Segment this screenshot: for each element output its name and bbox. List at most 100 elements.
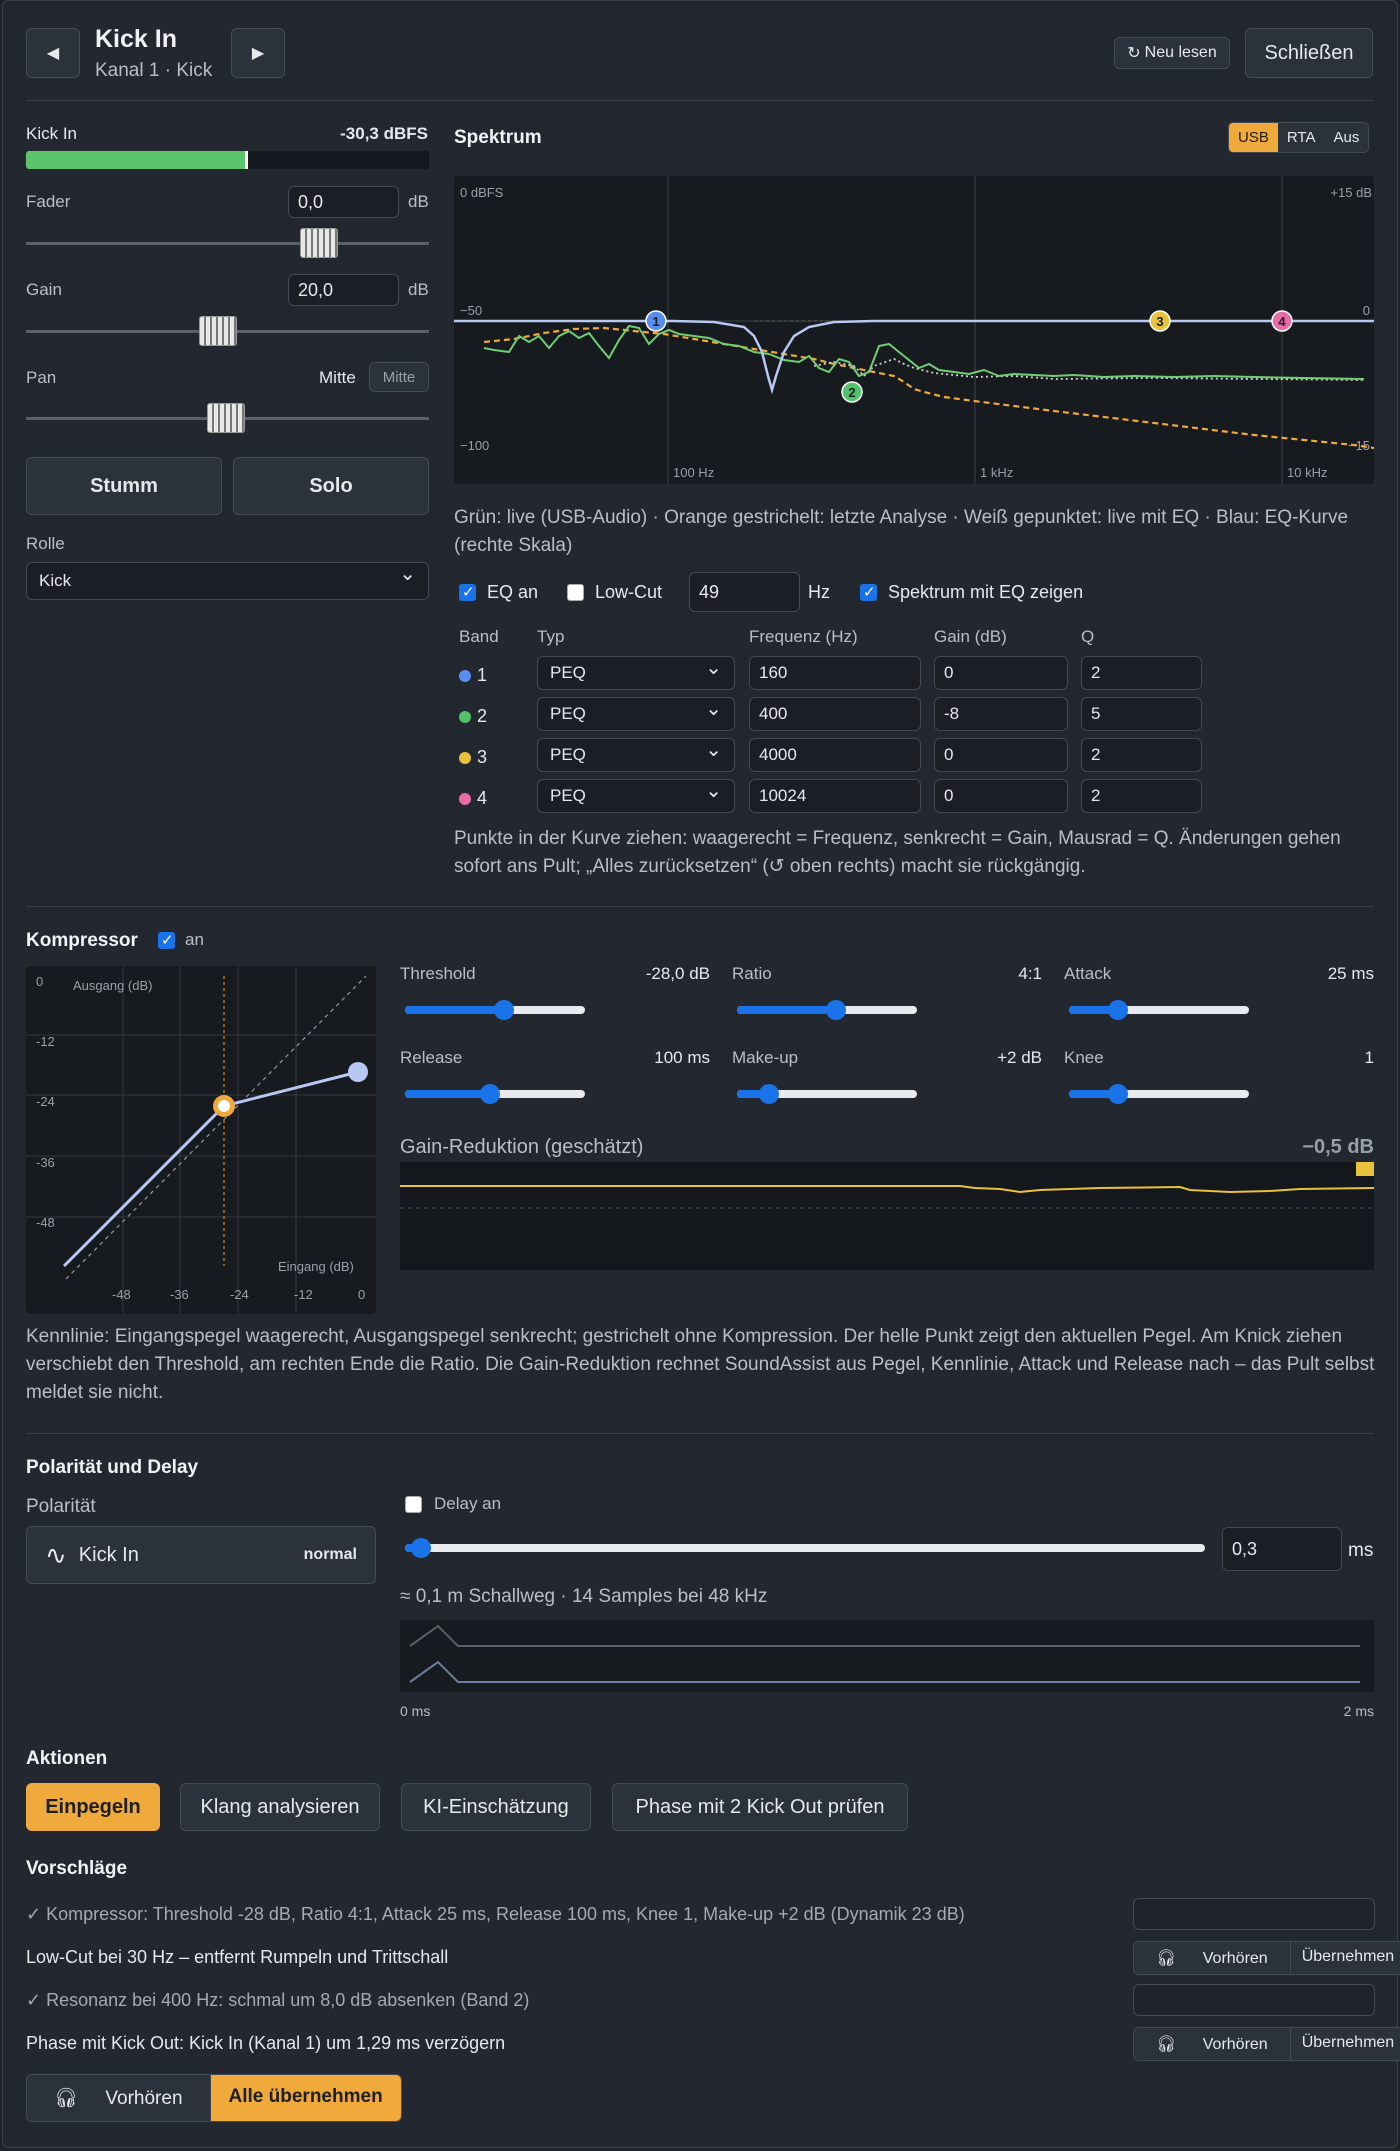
- attack-slider[interactable]: [1069, 1000, 1249, 1020]
- headphones-icon: 🎧︎: [1145, 1944, 1192, 1973]
- band-1-q-input[interactable]: 2: [1081, 656, 1202, 690]
- band-3-type-select[interactable]: PEQ: [537, 737, 735, 772]
- solo-button[interactable]: Solo: [233, 457, 429, 515]
- compressor-xlabel: Eingang (dB): [278, 1259, 354, 1274]
- prev-channel-button[interactable]: ◀: [26, 28, 80, 78]
- role-label: Rolle: [26, 534, 65, 553]
- divider: [26, 1433, 1374, 1434]
- compressor-ytick: -24: [36, 1094, 55, 1109]
- band-1-freq-input[interactable]: 160: [749, 656, 921, 690]
- phase-check-button[interactable]: Phase mit 2 Kick Out prüfen: [612, 1783, 908, 1831]
- knee-slider[interactable]: [1069, 1084, 1249, 1104]
- analyze-sound-button[interactable]: Klang analysieren: [180, 1783, 380, 1831]
- suggestion-done-placeholder: [1133, 1984, 1375, 2016]
- eq-handle-2[interactable]: 2: [841, 381, 863, 403]
- spectrum-tick-mid-left: −50: [460, 303, 483, 318]
- delay-unit: ms: [1348, 1540, 1374, 1561]
- compressor-ytick: -12: [36, 1034, 55, 1049]
- divider: [26, 906, 1374, 907]
- compressor-curve-graph[interactable]: [26, 966, 376, 1314]
- threshold-label: Threshold: [400, 964, 476, 983]
- role-select[interactable]: Kick: [26, 561, 429, 600]
- band-2-type-select[interactable]: PEQ: [537, 696, 735, 731]
- band-4-q-input[interactable]: 2: [1081, 779, 1202, 813]
- delay-slider[interactable]: [405, 1538, 1205, 1558]
- band-3-gain-input[interactable]: 0: [934, 738, 1068, 772]
- spectrum-mode-switch: USB RTA Aus: [1228, 122, 1370, 153]
- gain-staging-button[interactable]: Einpegeln: [26, 1783, 160, 1831]
- suggestion-preview-button[interactable]: 🎧︎ Vorhören: [1134, 1942, 1291, 1974]
- eq-on-checkbox[interactable]: [459, 583, 476, 601]
- compressor-description: Kennlinie: Eingangspegel waagerecht, Aus…: [26, 1326, 1375, 1403]
- attack-label: Attack: [1064, 964, 1112, 983]
- makeup-slider[interactable]: [737, 1084, 917, 1104]
- lowcut-label: Low-Cut: [595, 582, 663, 602]
- ai-assessment-button[interactable]: KI-Einschätzung: [401, 1783, 591, 1831]
- band-3-label: 3: [459, 747, 487, 768]
- delay-waveform: [400, 1620, 1374, 1692]
- band-4-type-select[interactable]: PEQ: [537, 778, 735, 813]
- lowcut-checkbox[interactable]: [567, 584, 584, 601]
- threshold-value: -28,0 dB: [645, 964, 710, 983]
- mute-button[interactable]: Stumm: [26, 457, 222, 515]
- delay-input[interactable]: 0,3: [1222, 1527, 1342, 1571]
- delay-on-checkbox[interactable]: [405, 1496, 422, 1513]
- reload-icon: ↻: [1127, 45, 1141, 62]
- spectrum-graph[interactable]: 1 2 3 4: [454, 176, 1374, 484]
- band-1-type-select[interactable]: PEQ: [537, 655, 735, 690]
- threshold-slider[interactable]: [405, 1000, 585, 1020]
- eq-hint: Punkte in der Kurve ziehen: waagerecht =…: [454, 828, 1341, 877]
- fader-thumb[interactable]: [300, 228, 338, 258]
- suggestion-apply-button[interactable]: Übernehmen: [1290, 2028, 1400, 2060]
- band-4-gain-input[interactable]: 0: [934, 779, 1068, 813]
- spectrum-mode-rta[interactable]: RTA: [1277, 123, 1325, 152]
- fader-input[interactable]: 0,0: [288, 186, 399, 218]
- show-eq-spectrum-checkbox[interactable]: [860, 583, 877, 601]
- gain-input[interactable]: 20,0: [288, 274, 399, 306]
- show-eq-spectrum-label: Spektrum mit EQ zeigen: [888, 582, 1084, 602]
- band-3-freq-input[interactable]: 4000: [749, 738, 921, 772]
- band-header: Band: [459, 627, 499, 646]
- spectrum-legend: Grün: live (USB-Audio) · Orange gestrich…: [454, 507, 1349, 556]
- next-channel-button[interactable]: ▶: [231, 28, 285, 78]
- headphones-icon: 🎧︎: [43, 2082, 95, 2115]
- pan-center-button[interactable]: Mitte: [369, 362, 429, 392]
- band-2-freq-input[interactable]: 400: [749, 697, 921, 731]
- band-3-q-input[interactable]: 2: [1081, 738, 1202, 772]
- polarity-toggle[interactable]: ∿ Kick In normal: [26, 1526, 376, 1584]
- compressor-ylabel: Ausgang (dB): [73, 978, 153, 993]
- eq-handle-1[interactable]: 1: [645, 310, 667, 332]
- reload-button[interactable]: ↻ Neu lesen: [1114, 37, 1230, 69]
- band-2-gain-input[interactable]: -8: [934, 697, 1068, 731]
- ratio-slider[interactable]: [737, 1000, 917, 1020]
- q-header: Q: [1081, 627, 1095, 646]
- gain-thumb[interactable]: [199, 316, 237, 346]
- spectrum-tick-top-left: 0 dBFS: [460, 185, 504, 200]
- meter-label: Kick In: [26, 124, 78, 143]
- suggestion-actions: 🎧︎ Vorhören Übernehmen: [1133, 1941, 1400, 1975]
- lowcut-freq-input[interactable]: 49: [689, 572, 800, 612]
- headphones-icon: 🎧︎: [1145, 2030, 1192, 2059]
- band-1-gain-input[interactable]: 0: [934, 656, 1068, 690]
- polarity-delay-title: Polarität und Delay: [26, 1457, 199, 1478]
- suggestion-preview-button[interactable]: 🎧︎ Vorhören: [1134, 2028, 1291, 2060]
- band-4-freq-input[interactable]: 10024: [749, 779, 921, 813]
- eq-handle-4[interactable]: 4: [1271, 310, 1293, 332]
- ratio-label: Ratio: [732, 964, 772, 983]
- preview-all-button[interactable]: 🎧︎ Vorhören: [27, 2075, 211, 2121]
- eq-handle-3[interactable]: 3: [1149, 310, 1171, 332]
- fader-track[interactable]: [26, 242, 429, 245]
- band-2-q-input[interactable]: 5: [1081, 697, 1202, 731]
- suggestion-apply-button[interactable]: Übernehmen: [1290, 1942, 1400, 1974]
- release-slider[interactable]: [405, 1084, 585, 1104]
- spectrum-mode-usb[interactable]: USB: [1229, 123, 1278, 152]
- delay-axis-end: 2 ms: [1343, 1703, 1374, 1719]
- pan-thumb[interactable]: [207, 403, 245, 433]
- apply-all-button[interactable]: Alle übernehmen: [210, 2075, 401, 2121]
- compressor-on-checkbox[interactable]: [158, 931, 175, 949]
- close-button[interactable]: Schließen: [1245, 28, 1373, 78]
- analysis-curve: [483, 326, 1374, 450]
- gain-label: Gain: [26, 280, 62, 299]
- spectrum-tick-x-100: 100 Hz: [673, 465, 715, 480]
- spectrum-mode-aus[interactable]: Aus: [1324, 123, 1369, 152]
